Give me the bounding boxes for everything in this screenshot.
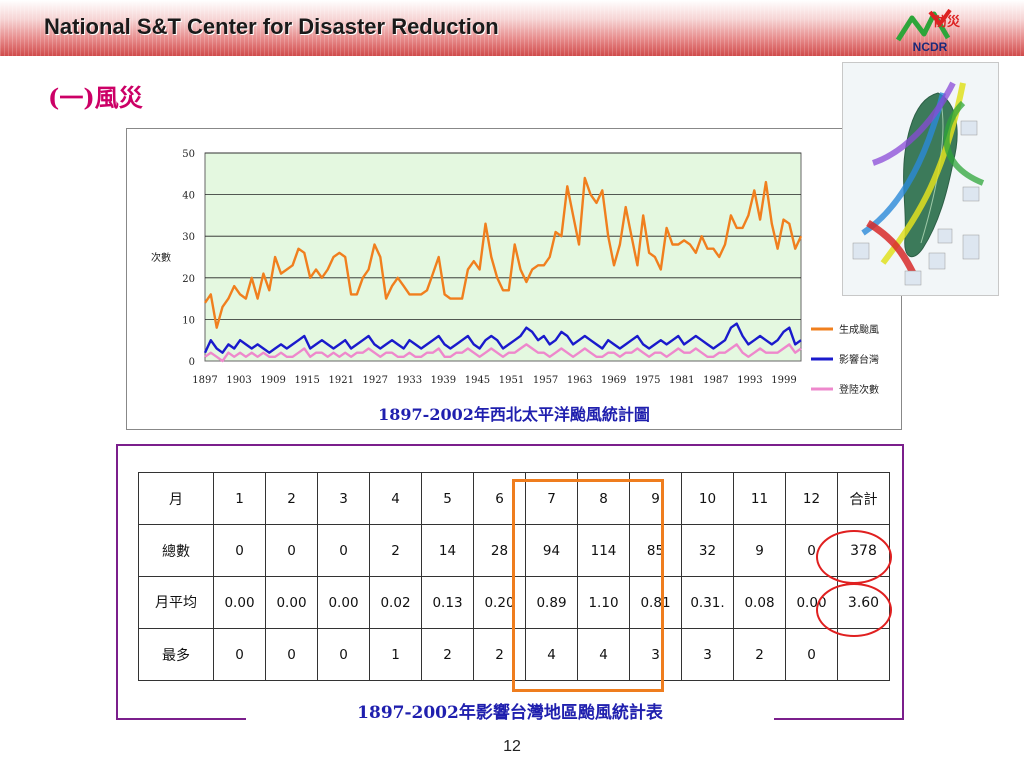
banner-texture [0,0,1024,56]
org-title: National S&T Center for Disaster Reducti… [44,14,499,39]
x-tick-label: 1963 [567,375,592,386]
typhoon-stats-table: 月 1 2 3 4 5 6 7 8 9 10 11 12 合計 總數 0 0 0… [138,472,890,681]
table-cell: 0 [785,628,838,681]
table-cell: 14 [421,524,474,577]
y-axis-label: 次數 [151,251,171,264]
table-cell: 2 [473,628,526,681]
table-cell: 85 [629,524,682,577]
x-tick-label: 1993 [737,375,762,386]
table-cell: 32 [681,524,734,577]
x-tick-label: 1933 [397,375,422,386]
chart-caption: 1897-2002年西北太平洋颱風統計圖 [378,405,650,424]
typhoon-table-panel: 月 1 2 3 4 5 6 7 8 9 10 11 12 合計 總數 0 0 0… [116,444,904,720]
table-cell: 0.20 [473,576,526,629]
table-cell: 4 [525,628,578,681]
y-tick-label: 40 [182,191,195,202]
table-cell: 2 [421,628,474,681]
x-tick-label: 1921 [329,375,354,386]
table-cell: 0 [213,628,266,681]
x-tick-label: 1951 [499,375,524,386]
table-cell: 0.00 [265,576,318,629]
legend-entry: 登陸次數 [839,383,879,396]
table-cell: 0.00 [213,576,266,629]
slide-heading: (一)風災 [48,83,143,112]
month-cell: 11 [733,472,786,525]
table-cell: 0.08 [733,576,786,629]
average-circle-highlight [816,583,892,637]
month-cell: 3 [317,472,370,525]
table-cell: 0.02 [369,576,422,629]
total-header-cell: 合計 [837,472,890,525]
table-cell: 2 [733,628,786,681]
total-circle-highlight [816,530,892,584]
x-tick-label: 1975 [635,375,660,386]
typhoon-track-map [842,62,999,296]
x-tick-label: 1981 [669,375,694,386]
y-tick-label: 10 [182,315,195,326]
table-cell: 28 [473,524,526,577]
header-banner: National S&T Center for Disaster Reducti… [0,0,1024,56]
table-cell: 3 [681,628,734,681]
y-tick-label: 50 [182,149,195,160]
x-tick-label: 1957 [533,375,558,386]
month-cell: 4 [369,472,422,525]
table-cell: 0.31. [681,576,734,629]
typhoon-chart-panel: 0 10 20 30 40 50 1897 1903 1909 1915 1921 1927 1933 1… [126,128,902,430]
y-tick-label: 0 [189,357,195,368]
table-cell: 0 [265,524,318,577]
table-cell: 0 [317,628,370,681]
peak-months-highlight [512,479,664,692]
table-caption: 1897-2002年影響台灣地區颱風統計表 [246,696,774,732]
x-tick-label: 1999 [771,375,796,386]
table-cell: 0.81 [629,576,682,629]
header-label-cell: 月 [138,472,214,525]
table-cell: 0 [213,524,266,577]
row-label-cell: 月平均 [138,576,214,629]
table-cell: 4 [577,628,630,681]
month-cell: 2 [265,472,318,525]
x-tick-label: 1927 [363,375,388,386]
month-cell: 12 [785,472,838,525]
table-cell: 9 [733,524,786,577]
ncdr-logo: 防災 NCDR [895,8,961,54]
x-tick-label: 1987 [703,375,728,386]
legend-entry: 生成颱風 [839,323,879,336]
table-cell: 3 [629,628,682,681]
x-tick-label: 1897 [192,375,217,386]
x-tick-label: 1945 [465,375,490,386]
series-line-1 [204,176,803,329]
month-cell: 5 [421,472,474,525]
month-cell: 10 [681,472,734,525]
x-tick-label: 1969 [601,375,626,386]
table-cell: 1 [369,628,422,681]
table-cell: 94 [525,524,578,577]
y-tick-label: 30 [182,232,195,243]
table-row: 最多 0 0 0 1 2 2 4 4 3 3 2 0 [138,628,890,681]
table-cell: 0.00 [317,576,370,629]
table-cell: 0 [265,628,318,681]
table-row: 總數 0 0 0 2 14 28 94 114 85 32 9 0 378 [138,524,890,577]
x-tick-label: 1915 [294,375,319,386]
table-cell: 2 [369,524,422,577]
row-label-cell: 最多 [138,628,214,681]
table-cell: 0.89 [525,576,578,629]
taiwan-track-illustration [852,81,985,286]
legend-entry: 影響台灣 [839,353,879,366]
table-cell: 0 [317,524,370,577]
x-tick-label: 1903 [226,375,251,386]
series-line-2 [203,322,802,354]
logo-text: NCDR [913,40,948,54]
table-cell: 0.13 [421,576,474,629]
row-label-cell: 總數 [138,524,214,577]
x-tick-label: 1939 [431,375,456,386]
table-header-row: 月 1 2 3 4 5 6 7 8 9 10 11 12 合計 [138,472,890,525]
x-tick-label: 1909 [260,375,285,386]
logo-mark: 防災 [934,14,961,30]
month-cell: 1 [213,472,266,525]
typhoon-line-chart: 0 10 20 30 40 50 1897 1903 1909 1915 1921 1927 1933 1… [151,149,879,396]
y-tick-label: 20 [182,274,195,285]
total-cell [837,628,890,681]
page-number: 12 [503,738,521,755]
series-line-3 [204,343,802,363]
